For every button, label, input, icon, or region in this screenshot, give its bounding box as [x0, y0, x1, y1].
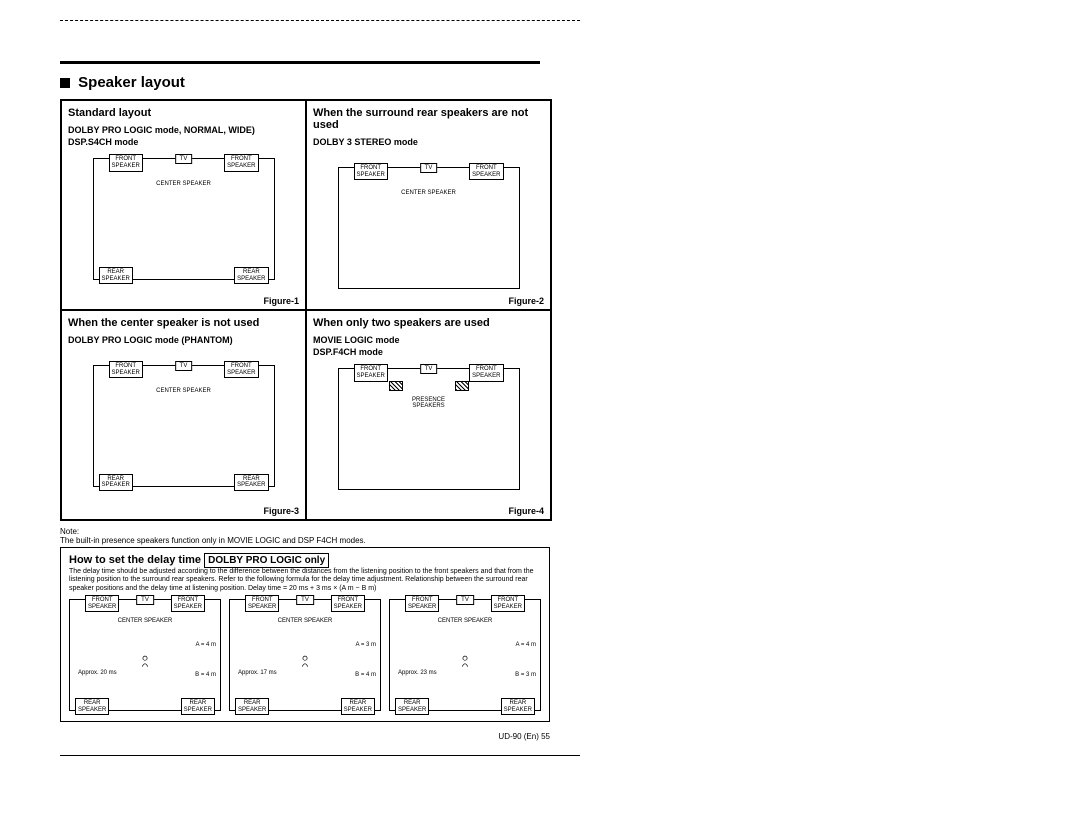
front-right-speaker: FRONT SPEAKER — [469, 163, 503, 180]
speaker-layout-grid: Standard layout DOLBY PRO LOGIC mode, NOR… — [60, 99, 552, 521]
center-speaker-label: CENTER SPEAKER — [156, 181, 211, 187]
rear-right-speaker: REAR SPEAKER — [501, 698, 535, 715]
presence-speaker-right-icon — [455, 381, 469, 391]
room-diagram: FRONT SPEAKERTVFRONT SPEAKERCENTER SPEAK… — [338, 167, 520, 289]
dimension-a: A = 4 m — [515, 642, 536, 648]
front-right-speaker: FRONT SPEAKER — [224, 154, 258, 171]
listener-icon — [458, 654, 472, 668]
front-left-speaker: FRONT SPEAKER — [405, 595, 439, 612]
dimension-a: A = 3 m — [355, 642, 376, 648]
cell-subtitle: DOLBY PRO LOGIC mode, NORMAL, WIDE) DSP.… — [68, 125, 299, 148]
cell-title: When the center speaker is not used — [68, 317, 299, 329]
rear-left-speaker: REAR SPEAKER — [99, 474, 133, 491]
rear-left-speaker: REAR SPEAKER — [235, 698, 269, 715]
footer-text: UD-90 (En) 55 — [498, 732, 550, 741]
front-left-speaker: FRONT SPEAKER — [85, 595, 119, 612]
cell-title: When only two speakers are used — [313, 317, 544, 329]
room-diagram: FRONT SPEAKERTVFRONT SPEAKERCENTER SPEAK… — [93, 158, 275, 280]
front-right-speaker: FRONT SPEAKER — [469, 364, 503, 381]
dimension-a: A = 4 m — [195, 642, 216, 648]
top-dashed-rule — [60, 20, 580, 21]
front-left-speaker: FRONT SPEAKER — [354, 163, 388, 180]
note-label: Note: — [60, 527, 79, 536]
page-footer: UD-90 (En) 55 — [60, 732, 550, 741]
approx-delay: Approx. 17 ms — [238, 670, 277, 676]
front-left-speaker: FRONT SPEAKER — [354, 364, 388, 381]
delay-room-1: FRONT SPEAKERTVFRONT SPEAKERCENTER SPEAK… — [69, 599, 221, 711]
rear-left-speaker: REAR SPEAKER — [395, 698, 429, 715]
thick-rule — [60, 61, 540, 64]
section-title: Speaker layout — [60, 74, 1020, 91]
cell-subtitle: MOVIE LOGIC mode DSP.F4CH mode — [313, 335, 544, 358]
layout-cell-3: When the center speaker is not used DOLBY… — [61, 310, 306, 520]
rear-right-speaker: REAR SPEAKER — [234, 474, 268, 491]
cell-title: When the surround rear speakers are not … — [313, 107, 544, 131]
delay-rooms-row: FRONT SPEAKERTVFRONT SPEAKERCENTER SPEAK… — [69, 599, 541, 711]
approx-delay: Approx. 20 ms — [78, 670, 117, 676]
tv-box: TV — [136, 595, 154, 605]
front-right-speaker: FRONT SPEAKER — [224, 361, 258, 378]
presence-speaker-left-icon — [389, 381, 403, 391]
square-bullet-icon — [60, 78, 70, 88]
room-diagram: FRONT SPEAKERTVFRONT SPEAKERPRESENCE SPE… — [338, 368, 520, 490]
section-title-text: Speaker layout — [78, 74, 185, 91]
cell-title: Standard layout — [68, 107, 299, 119]
figure-label: Figure-1 — [263, 296, 299, 306]
tv-box: TV — [420, 364, 438, 374]
delay-title: How to set the delay time DOLBY PRO LOGI… — [69, 554, 541, 566]
center-speaker-label: CENTER SPEAKER — [156, 388, 211, 394]
layout-cell-4: When only two speakers are used MOVIE LOG… — [306, 310, 551, 520]
dimension-b: B = 4 m — [195, 672, 216, 678]
tv-box: TV — [456, 595, 474, 605]
delay-time-box: How to set the delay time DOLBY PRO LOGI… — [60, 547, 550, 722]
front-left-speaker: FRONT SPEAKER — [245, 595, 279, 612]
approx-delay: Approx. 23 ms — [398, 670, 437, 676]
center-speaker-label: PRESENCE SPEAKERS — [412, 397, 445, 409]
center-speaker-label: CENTER SPEAKER — [118, 618, 173, 624]
tv-box: TV — [175, 361, 193, 371]
figure-label: Figure-3 — [263, 506, 299, 516]
dimension-b: B = 3 m — [515, 672, 536, 678]
listener-icon — [138, 654, 152, 668]
note: Note: The built-in presence speakers fun… — [60, 527, 550, 545]
rear-right-speaker: REAR SPEAKER — [341, 698, 375, 715]
rear-left-speaker: REAR SPEAKER — [75, 698, 109, 715]
tv-box: TV — [420, 163, 438, 173]
front-right-speaker: FRONT SPEAKER — [171, 595, 205, 612]
figure-label: Figure-2 — [508, 296, 544, 306]
layout-cell-2: When the surround rear speakers are not … — [306, 100, 551, 310]
delay-room-2: FRONT SPEAKERTVFRONT SPEAKERCENTER SPEAK… — [229, 599, 381, 711]
dimension-b: B = 4 m — [355, 672, 376, 678]
room-diagram: FRONT SPEAKERTVFRONT SPEAKERCENTER SPEAK… — [93, 365, 275, 487]
rear-right-speaker: REAR SPEAKER — [181, 698, 215, 715]
listener-icon — [298, 654, 312, 668]
delay-description: The delay time should be adjusted accord… — [69, 568, 541, 593]
figure-label: Figure-4 — [508, 506, 544, 516]
front-left-speaker: FRONT SPEAKER — [109, 154, 143, 171]
center-speaker-label: CENTER SPEAKER — [401, 190, 456, 196]
front-left-speaker: FRONT SPEAKER — [109, 361, 143, 378]
center-speaker-label: CENTER SPEAKER — [278, 618, 333, 624]
bottom-rule — [60, 755, 580, 756]
delay-title-boxed: DOLBY PRO LOGIC only — [204, 553, 329, 568]
front-right-speaker: FRONT SPEAKER — [491, 595, 525, 612]
page: Speaker layout Standard layout DOLBY PRO … — [0, 0, 1080, 776]
tv-box: TV — [175, 154, 193, 164]
rear-right-speaker: REAR SPEAKER — [234, 267, 268, 284]
front-right-speaker: FRONT SPEAKER — [331, 595, 365, 612]
cell-subtitle: DOLBY 3 STEREO mode — [313, 137, 544, 157]
note-text: The built-in presence speakers function … — [60, 536, 366, 545]
cell-subtitle: DOLBY PRO LOGIC mode (PHANTOM) — [68, 335, 299, 355]
rear-left-speaker: REAR SPEAKER — [99, 267, 133, 284]
tv-box: TV — [296, 595, 314, 605]
layout-cell-1: Standard layout DOLBY PRO LOGIC mode, NOR… — [61, 100, 306, 310]
delay-room-3: FRONT SPEAKERTVFRONT SPEAKERCENTER SPEAK… — [389, 599, 541, 711]
delay-title-prefix: How to set the delay time — [69, 554, 201, 566]
center-speaker-label: CENTER SPEAKER — [438, 618, 493, 624]
